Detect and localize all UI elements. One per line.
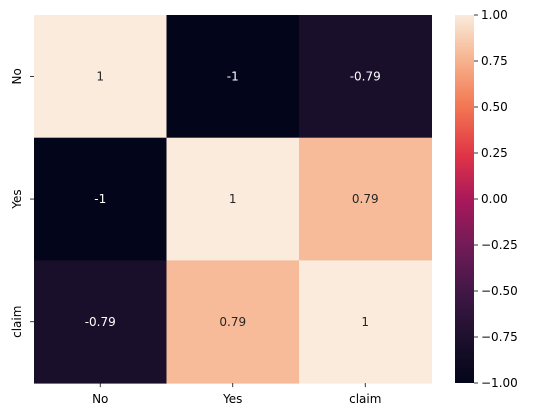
cell-annotation: 1 — [96, 69, 104, 83]
heatmap-cell — [299, 137, 432, 261]
x-tick-label: Yes — [222, 392, 242, 406]
colorbar-tick-label: 0.00 — [481, 192, 508, 206]
heatmap-cell — [34, 137, 167, 261]
x-tick-label: claim — [349, 392, 381, 406]
colorbar-tick-label: −0.50 — [481, 284, 518, 298]
colorbar-tick-label: −0.25 — [481, 238, 518, 252]
heatmap-cell — [166, 15, 300, 139]
colorbar: 1.00 0.75 0.50 0.25 0.00 −0.25 −0.50 −0.75 −1.00 — [455, 8, 518, 390]
cell-annotation: -0.79 — [350, 69, 381, 83]
cell-annotation: 1 — [361, 315, 369, 329]
cell-annotation: 0.79 — [352, 192, 379, 206]
x-tick-label: No — [92, 392, 108, 406]
cell-annotation: -1 — [94, 192, 106, 206]
colorbar-tick-label: 1.00 — [481, 8, 508, 22]
colorbar-tick-label: −0.75 — [481, 330, 518, 344]
x-axis: No Yes claim — [92, 383, 381, 406]
cell-annotation: 1 — [229, 192, 237, 206]
y-tick-label: Yes — [10, 189, 24, 209]
colorbar-tick-label: 0.50 — [481, 100, 508, 114]
y-tick-label: No — [10, 68, 24, 84]
cell-annotation: -0.79 — [85, 315, 116, 329]
colorbar-tick-label: 0.75 — [481, 54, 508, 68]
heatmap-cell — [34, 260, 167, 384]
y-axis: No Yes claim — [10, 68, 34, 338]
cell-annotation: -1 — [227, 69, 239, 83]
heatmap-cell — [166, 260, 300, 384]
heatmap-cells — [34, 15, 432, 384]
cell-annotation: 0.79 — [219, 315, 246, 329]
colorbar-gradient — [455, 15, 474, 383]
colorbar-tick-label: −1.00 — [481, 376, 518, 390]
y-tick-label: claim — [10, 306, 24, 338]
heatmap-cell — [34, 15, 167, 139]
colorbar-tick-label: 0.25 — [481, 146, 508, 160]
heatmap-cell — [166, 137, 300, 261]
heatmap-cell — [299, 15, 432, 139]
cell-annotations: 1 -1 -0.79 -1 1 0.79 -0.79 0.79 1 — [85, 69, 381, 328]
heatmap-cell — [299, 260, 432, 384]
